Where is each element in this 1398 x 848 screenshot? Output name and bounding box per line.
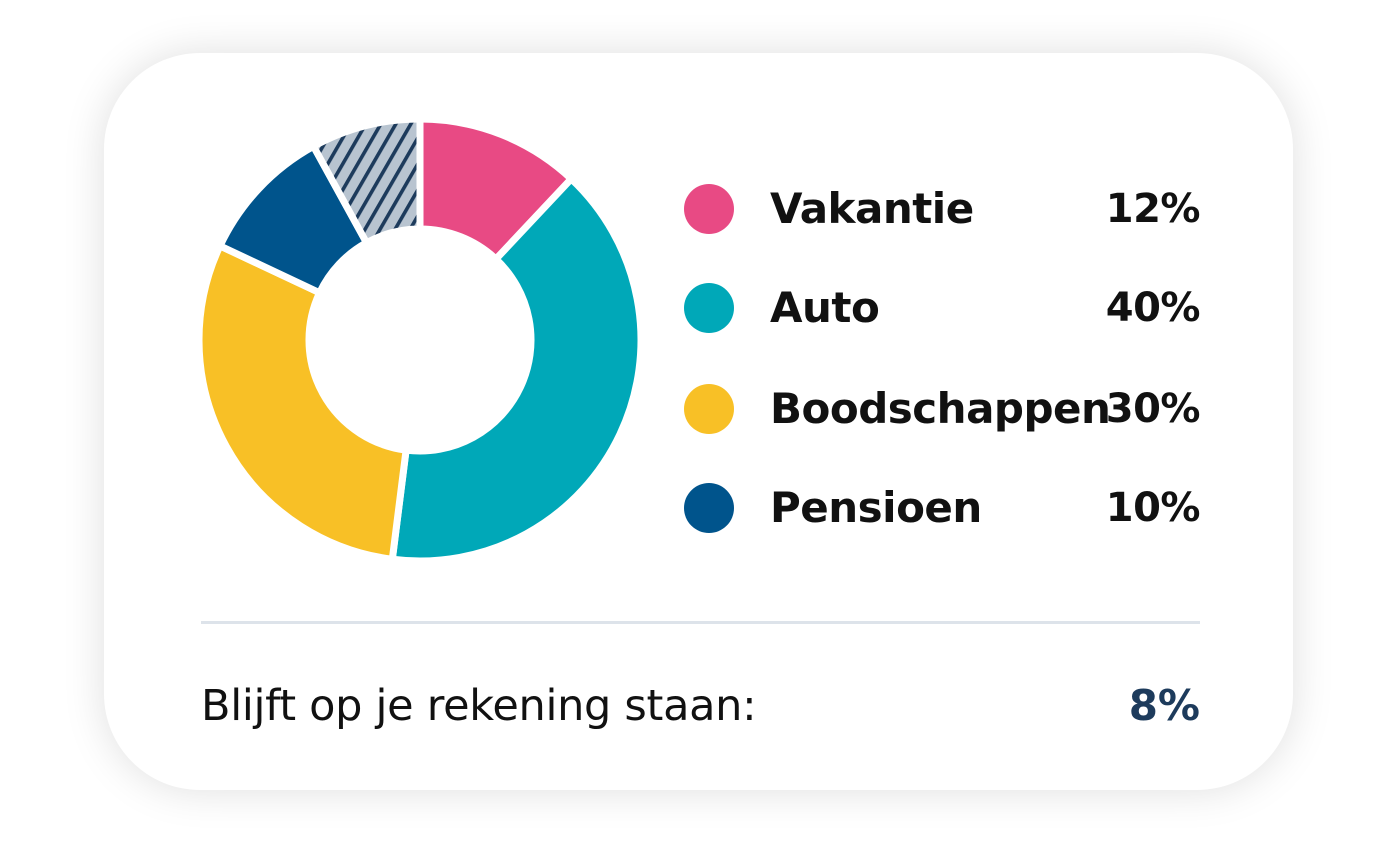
slice-auto bbox=[388, 175, 645, 565]
legend-label: Vakantie bbox=[770, 184, 974, 233]
legend-item-vakantie: Vakantie 12% bbox=[684, 179, 1201, 239]
legend-label: Boodschappen bbox=[770, 384, 1111, 433]
remainder-label: Blijft op je rekening staan: bbox=[201, 681, 757, 731]
legend-label: Pensioen bbox=[770, 483, 982, 532]
legend-item-auto: Auto 40% bbox=[684, 278, 1201, 338]
divider bbox=[201, 621, 1200, 624]
legend-dot-boodschappen bbox=[684, 384, 734, 434]
legend-dot-pensioen bbox=[684, 483, 734, 533]
legend-item-boodschappen: Boodschappen 30% bbox=[684, 379, 1201, 439]
legend-value: 30% bbox=[1105, 386, 1201, 432]
legend-label: Auto bbox=[770, 283, 880, 332]
legend-value: 12% bbox=[1105, 186, 1201, 232]
legend-dot-vakantie bbox=[684, 184, 734, 234]
legend-value: 40% bbox=[1105, 285, 1201, 331]
remainder-value: 8% bbox=[1128, 681, 1200, 730]
legend-item-pensioen: Pensioen 10% bbox=[684, 478, 1201, 538]
legend-value: 10% bbox=[1105, 485, 1201, 531]
slice-remainder bbox=[310, 115, 424, 247]
slice-boodschappen bbox=[195, 242, 410, 563]
legend-dot-auto bbox=[684, 283, 734, 333]
